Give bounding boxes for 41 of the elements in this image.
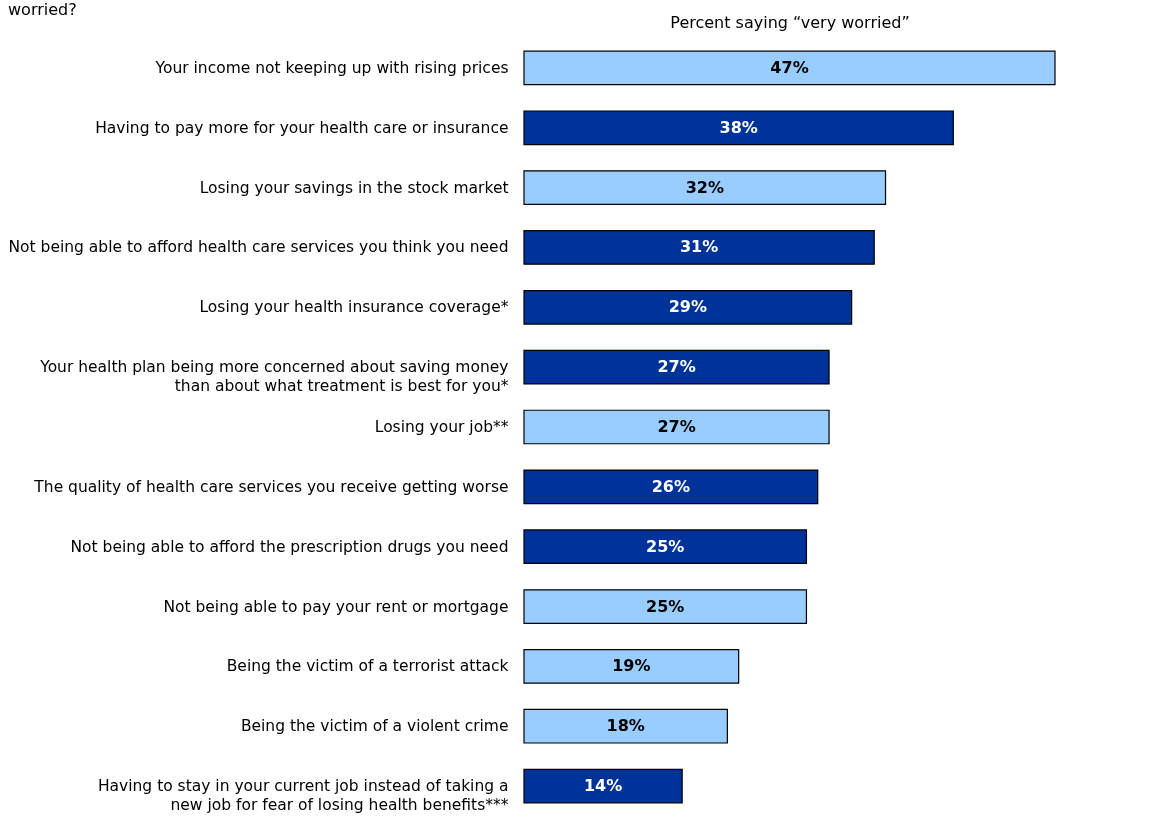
- data-label: 26%: [651, 476, 691, 496]
- data-label: 27%: [657, 357, 696, 377]
- data-label: 18%: [606, 716, 645, 736]
- data-label: 14%: [583, 776, 623, 796]
- bar: [523, 409, 830, 445]
- y-tick-label: Losing your job**: [374, 418, 509, 436]
- y-tick-label: Not being able to pay your rent or mortgage: [163, 597, 509, 616]
- y-tick-label: Not being able to afford health care services you think you need: [8, 238, 509, 257]
- y-tick-label: Being the victim of a terrorist attack: [226, 657, 509, 676]
- bar: [523, 50, 1056, 86]
- y-tick-label: Having to pay more for your health care or insurance: [95, 118, 509, 137]
- data-label: 25%: [646, 596, 685, 616]
- data-label: 27%: [657, 417, 696, 436]
- bar: [523, 469, 819, 505]
- y-tick-label: Losing your savings in the stock market: [199, 178, 509, 197]
- bar: [523, 349, 830, 385]
- bar: [523, 768, 683, 804]
- bar: [523, 110, 954, 146]
- x-axis-title: Percent saying “very worried”: [670, 12, 910, 32]
- data-label: 29%: [668, 297, 707, 317]
- data-label: 31%: [679, 237, 719, 257]
- y-tick-label: Your health plan being more concerned about saving money than about what treatment is best for you*: [39, 358, 509, 396]
- y-tick-label: The quality of health care services you receive getting worse: [33, 477, 509, 496]
- bar: [523, 230, 875, 265]
- y-tick-label: Losing your health insurance coverage*: [199, 298, 509, 317]
- data-label: 32%: [685, 177, 724, 197]
- y-tick-label: Not being able to afford the prescription drugs you need: [70, 537, 509, 556]
- y-tick-label: Having to stay in your current job instead of taking a new job for fear of losing health benefits***: [97, 777, 509, 815]
- data-label: 25%: [646, 536, 685, 556]
- data-label: 38%: [719, 117, 758, 137]
- bar: [523, 289, 853, 325]
- bar: [523, 589, 808, 624]
- bar: [523, 649, 740, 684]
- y-tick-label: Being the victim of a violent crime: [240, 717, 509, 736]
- y-tick-label: Your income not keeping up with rising prices: [154, 58, 509, 77]
- bar: [523, 529, 808, 565]
- data-label: 19%: [612, 656, 651, 676]
- bar: [523, 170, 887, 205]
- text: worried?: [8, 0, 77, 19]
- bar: [523, 708, 728, 744]
- data-label: 47%: [770, 57, 809, 77]
